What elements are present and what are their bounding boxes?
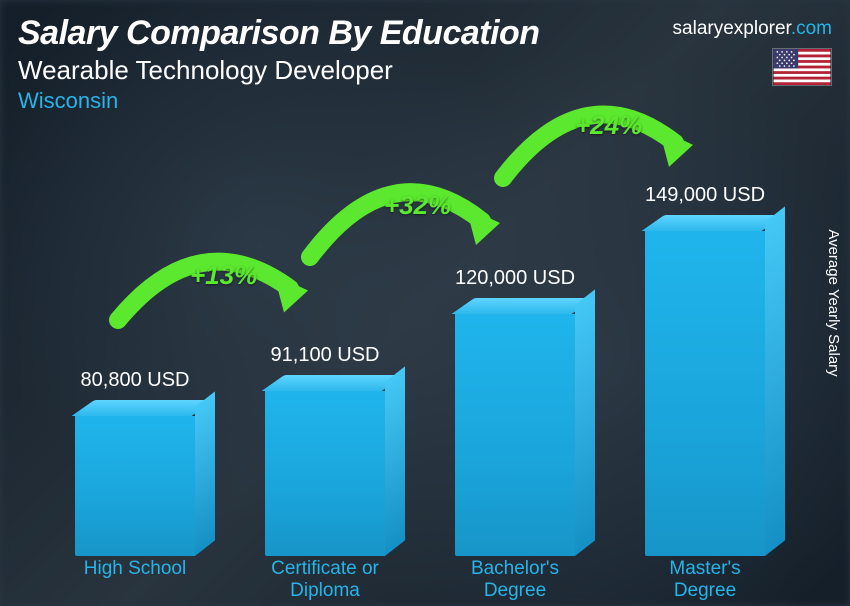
- bar: 149,000 USD: [630, 184, 780, 556]
- bar-shape: [455, 298, 575, 556]
- bar-value: 91,100 USD: [271, 344, 380, 367]
- x-label: Bachelor'sDegree: [430, 558, 600, 602]
- x-axis-labels: High School Certificate orDiploma Bachelor…: [40, 558, 800, 602]
- bar: 80,800 USD: [60, 369, 210, 556]
- pct-increase: +24%: [575, 110, 642, 141]
- bar: 120,000 USD: [440, 267, 590, 556]
- x-label: Certificate orDiploma: [240, 558, 410, 602]
- bar: 91,100 USD: [250, 344, 400, 556]
- brand-domain: .com: [791, 18, 832, 39]
- bar-shape: [75, 400, 195, 556]
- bar-value: 80,800 USD: [81, 369, 190, 392]
- bar-shape: [265, 375, 385, 556]
- job-title: Wearable Technology Developer: [18, 55, 832, 86]
- flag-icon: [772, 48, 832, 86]
- pct-increase: +13%: [190, 260, 257, 291]
- region-label: Wisconsin: [18, 88, 832, 114]
- x-label: Master'sDegree: [620, 558, 790, 602]
- bar-shape: [645, 215, 765, 556]
- pct-increase: +32%: [384, 190, 451, 221]
- brand-name: salaryexplorer: [673, 18, 791, 39]
- y-axis-label: Average Yearly Salary: [825, 229, 842, 376]
- brand-label: salaryexplorer.com: [673, 18, 832, 40]
- x-label: High School: [50, 558, 220, 602]
